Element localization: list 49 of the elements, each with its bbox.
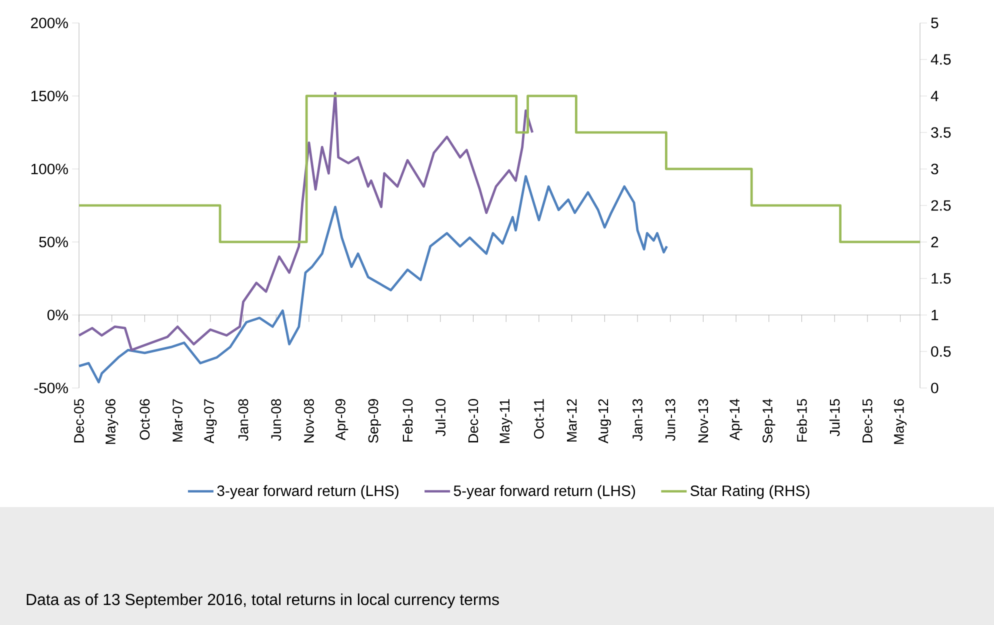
x-tick-label: Jul-15	[829, 399, 840, 436]
x-tick-label: Oct-11	[534, 399, 544, 439]
x-tick-label: Apr-14	[730, 398, 742, 440]
y2-tick-label: 3.5	[931, 127, 951, 138]
x-tick-label: Sep-14	[762, 398, 776, 443]
legend-label: Star Rating (RHS)	[690, 485, 810, 500]
x-tick-label: Dec-05	[74, 399, 84, 442]
x-tick-label: Jan-13	[632, 399, 642, 441]
x-tick-label: May-06	[106, 399, 118, 444]
line-series	[78, 92, 534, 352]
y-tick-label: 200%	[31, 18, 68, 28]
x-tick-label: Aug-12	[598, 399, 611, 444]
line-series	[78, 175, 668, 384]
x-tick-label: Feb-15	[796, 399, 807, 442]
y-tick-label: 50%	[39, 236, 68, 248]
x-tick-label: Feb-10	[402, 399, 413, 442]
x-tick-label: May-11	[500, 399, 512, 443]
y2-tick-label: 4	[930, 90, 938, 102]
text: Data as of 13 September 2016, total returns in local currency terms	[26, 593, 499, 608]
x-tick-label: Oct-06	[140, 399, 150, 440]
x-tick-label: Nov-13	[698, 399, 708, 442]
legend-label: 5-year forward return (LHS)	[454, 485, 635, 500]
x-tick-label: Jun-08	[271, 399, 282, 441]
x-tick-label: Jul-10	[435, 399, 446, 436]
x-tick-label: Nov-08	[304, 399, 314, 442]
x-tick-label: Jan-08	[238, 399, 248, 441]
y2-tick-label: 2	[931, 236, 938, 248]
y2-tick-label: 3	[931, 164, 938, 174]
x-tick-label: Mar-07	[172, 399, 183, 442]
x-tick-label: Apr-09	[335, 399, 348, 440]
y-tick-label: 150%	[31, 90, 68, 102]
x-tick-label: Dec-15	[862, 399, 872, 442]
x-tick-label: Dec-10	[468, 399, 478, 442]
y-tick-label: 0%	[47, 310, 68, 320]
y2-tick-label: 1	[932, 310, 938, 320]
legend-label: 3-year forward return (LHS)	[217, 485, 398, 500]
y-tick-label: 100%	[31, 164, 68, 174]
x-tick-label: Sep-09	[368, 399, 381, 443]
y2-tick-label: 1.5	[932, 273, 951, 284]
y2-tick-label: 0	[931, 382, 938, 394]
x-tick-label: May-16	[894, 399, 907, 444]
x-tick-label: Aug-07	[204, 399, 217, 444]
y2-tick-label: 4.5	[930, 54, 951, 65]
x-tick-label: Jun-13	[665, 399, 676, 441]
y-tick-label: -50%	[34, 382, 68, 394]
y2-tick-label: 5	[931, 18, 938, 28]
x-tick-label: Mar-12	[566, 399, 577, 442]
y2-tick-label: 0.5	[931, 346, 951, 357]
y2-tick-label: 2.5	[931, 200, 951, 211]
